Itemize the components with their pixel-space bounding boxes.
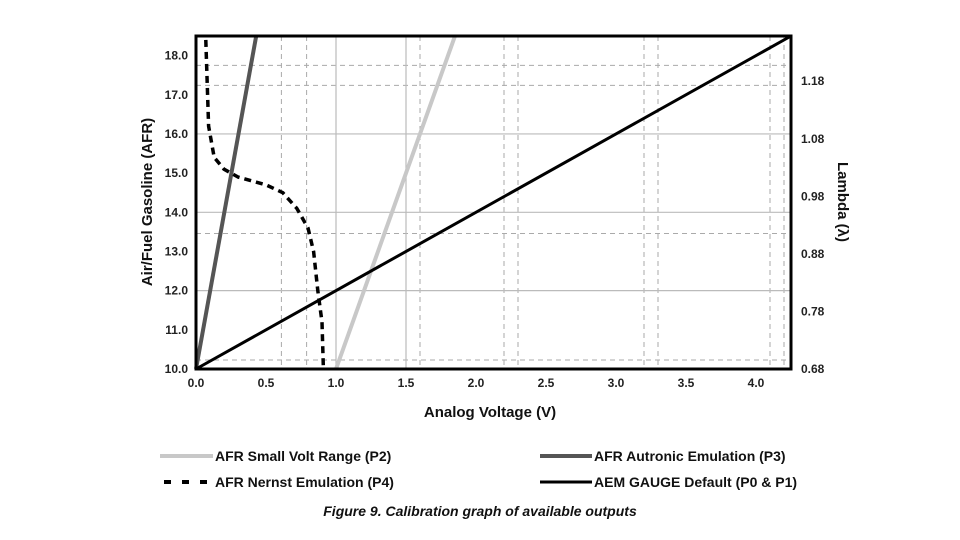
y2-tick-label: 1.18 <box>801 74 825 88</box>
legend-item-p4: AFR Nernst Emulation (P4) <box>164 474 394 490</box>
legend-label-p4: AFR Nernst Emulation (P4) <box>215 474 394 490</box>
y2-tick-label: 1.08 <box>801 132 825 146</box>
y-axis-title: Air/Fuel Gasoline (AFR) <box>139 118 156 286</box>
series-line-1 <box>194 35 259 370</box>
y2-tick-label: 0.78 <box>801 305 825 319</box>
x-tick-label: 0.5 <box>258 376 275 390</box>
plot-frame <box>194 34 793 371</box>
y2-tick-label: 0.98 <box>801 189 825 203</box>
series-line-3 <box>195 34 792 371</box>
legend: AFR Small Volt Range (P2) AFR Autronic E… <box>160 448 797 490</box>
series-line-0 <box>334 35 457 370</box>
x-tick-label: 0.0 <box>188 376 205 390</box>
legend-label-p2: AFR Small Volt Range (P2) <box>215 448 391 464</box>
legend-item-p2: AFR Small Volt Range (P2) <box>160 448 391 464</box>
y-tick-label: 12.0 <box>165 284 189 298</box>
y2-tick-label: 0.68 <box>801 362 825 376</box>
x-tick-label: 3.5 <box>678 376 695 390</box>
y2-axis-title: Lambda (λ) <box>834 162 851 242</box>
y-tick-label: 13.0 <box>165 244 189 258</box>
y-tick-label: 15.0 <box>165 166 189 180</box>
legend-item-p0-p1: AEM GAUGE Default (P0 & P1) <box>540 474 797 490</box>
y-tick-label: 10.0 <box>165 362 189 376</box>
y-tick-label: 17.0 <box>165 88 189 102</box>
x-tick-label: 1.0 <box>328 376 345 390</box>
x-tick-label: 3.0 <box>608 376 625 390</box>
y-tick-label: 14.0 <box>165 205 189 219</box>
series-lines <box>194 34 792 371</box>
y2-tick-label: 0.88 <box>801 247 825 261</box>
grid <box>196 36 791 369</box>
y-tick-label: 18.0 <box>165 49 189 63</box>
y-tick-label: 16.0 <box>165 127 189 141</box>
y-tick-label: 11.0 <box>165 323 188 337</box>
tick-labels: 0.0 0.5 1.0 1.5 2.0 2.5 3.0 3.5 4.0 10.0 11.0 12.0 1… <box>165 49 825 390</box>
legend-label-p3: AFR Autronic Emulation (P3) <box>594 448 786 464</box>
legend-label-p0-p1: AEM GAUGE Default (P0 & P1) <box>594 474 797 490</box>
figure-caption: Figure 9. Calibration graph of available… <box>323 503 637 519</box>
x-tick-label: 2.0 <box>468 376 485 390</box>
x-tick-label: 4.0 <box>748 376 765 390</box>
x-axis-title: Analog Voltage (V) <box>424 404 556 421</box>
x-tick-label: 2.5 <box>538 376 555 390</box>
x-tick-label: 1.5 <box>398 376 415 390</box>
legend-item-p3: AFR Autronic Emulation (P3) <box>540 448 786 464</box>
series-line-2 <box>204 39 326 370</box>
